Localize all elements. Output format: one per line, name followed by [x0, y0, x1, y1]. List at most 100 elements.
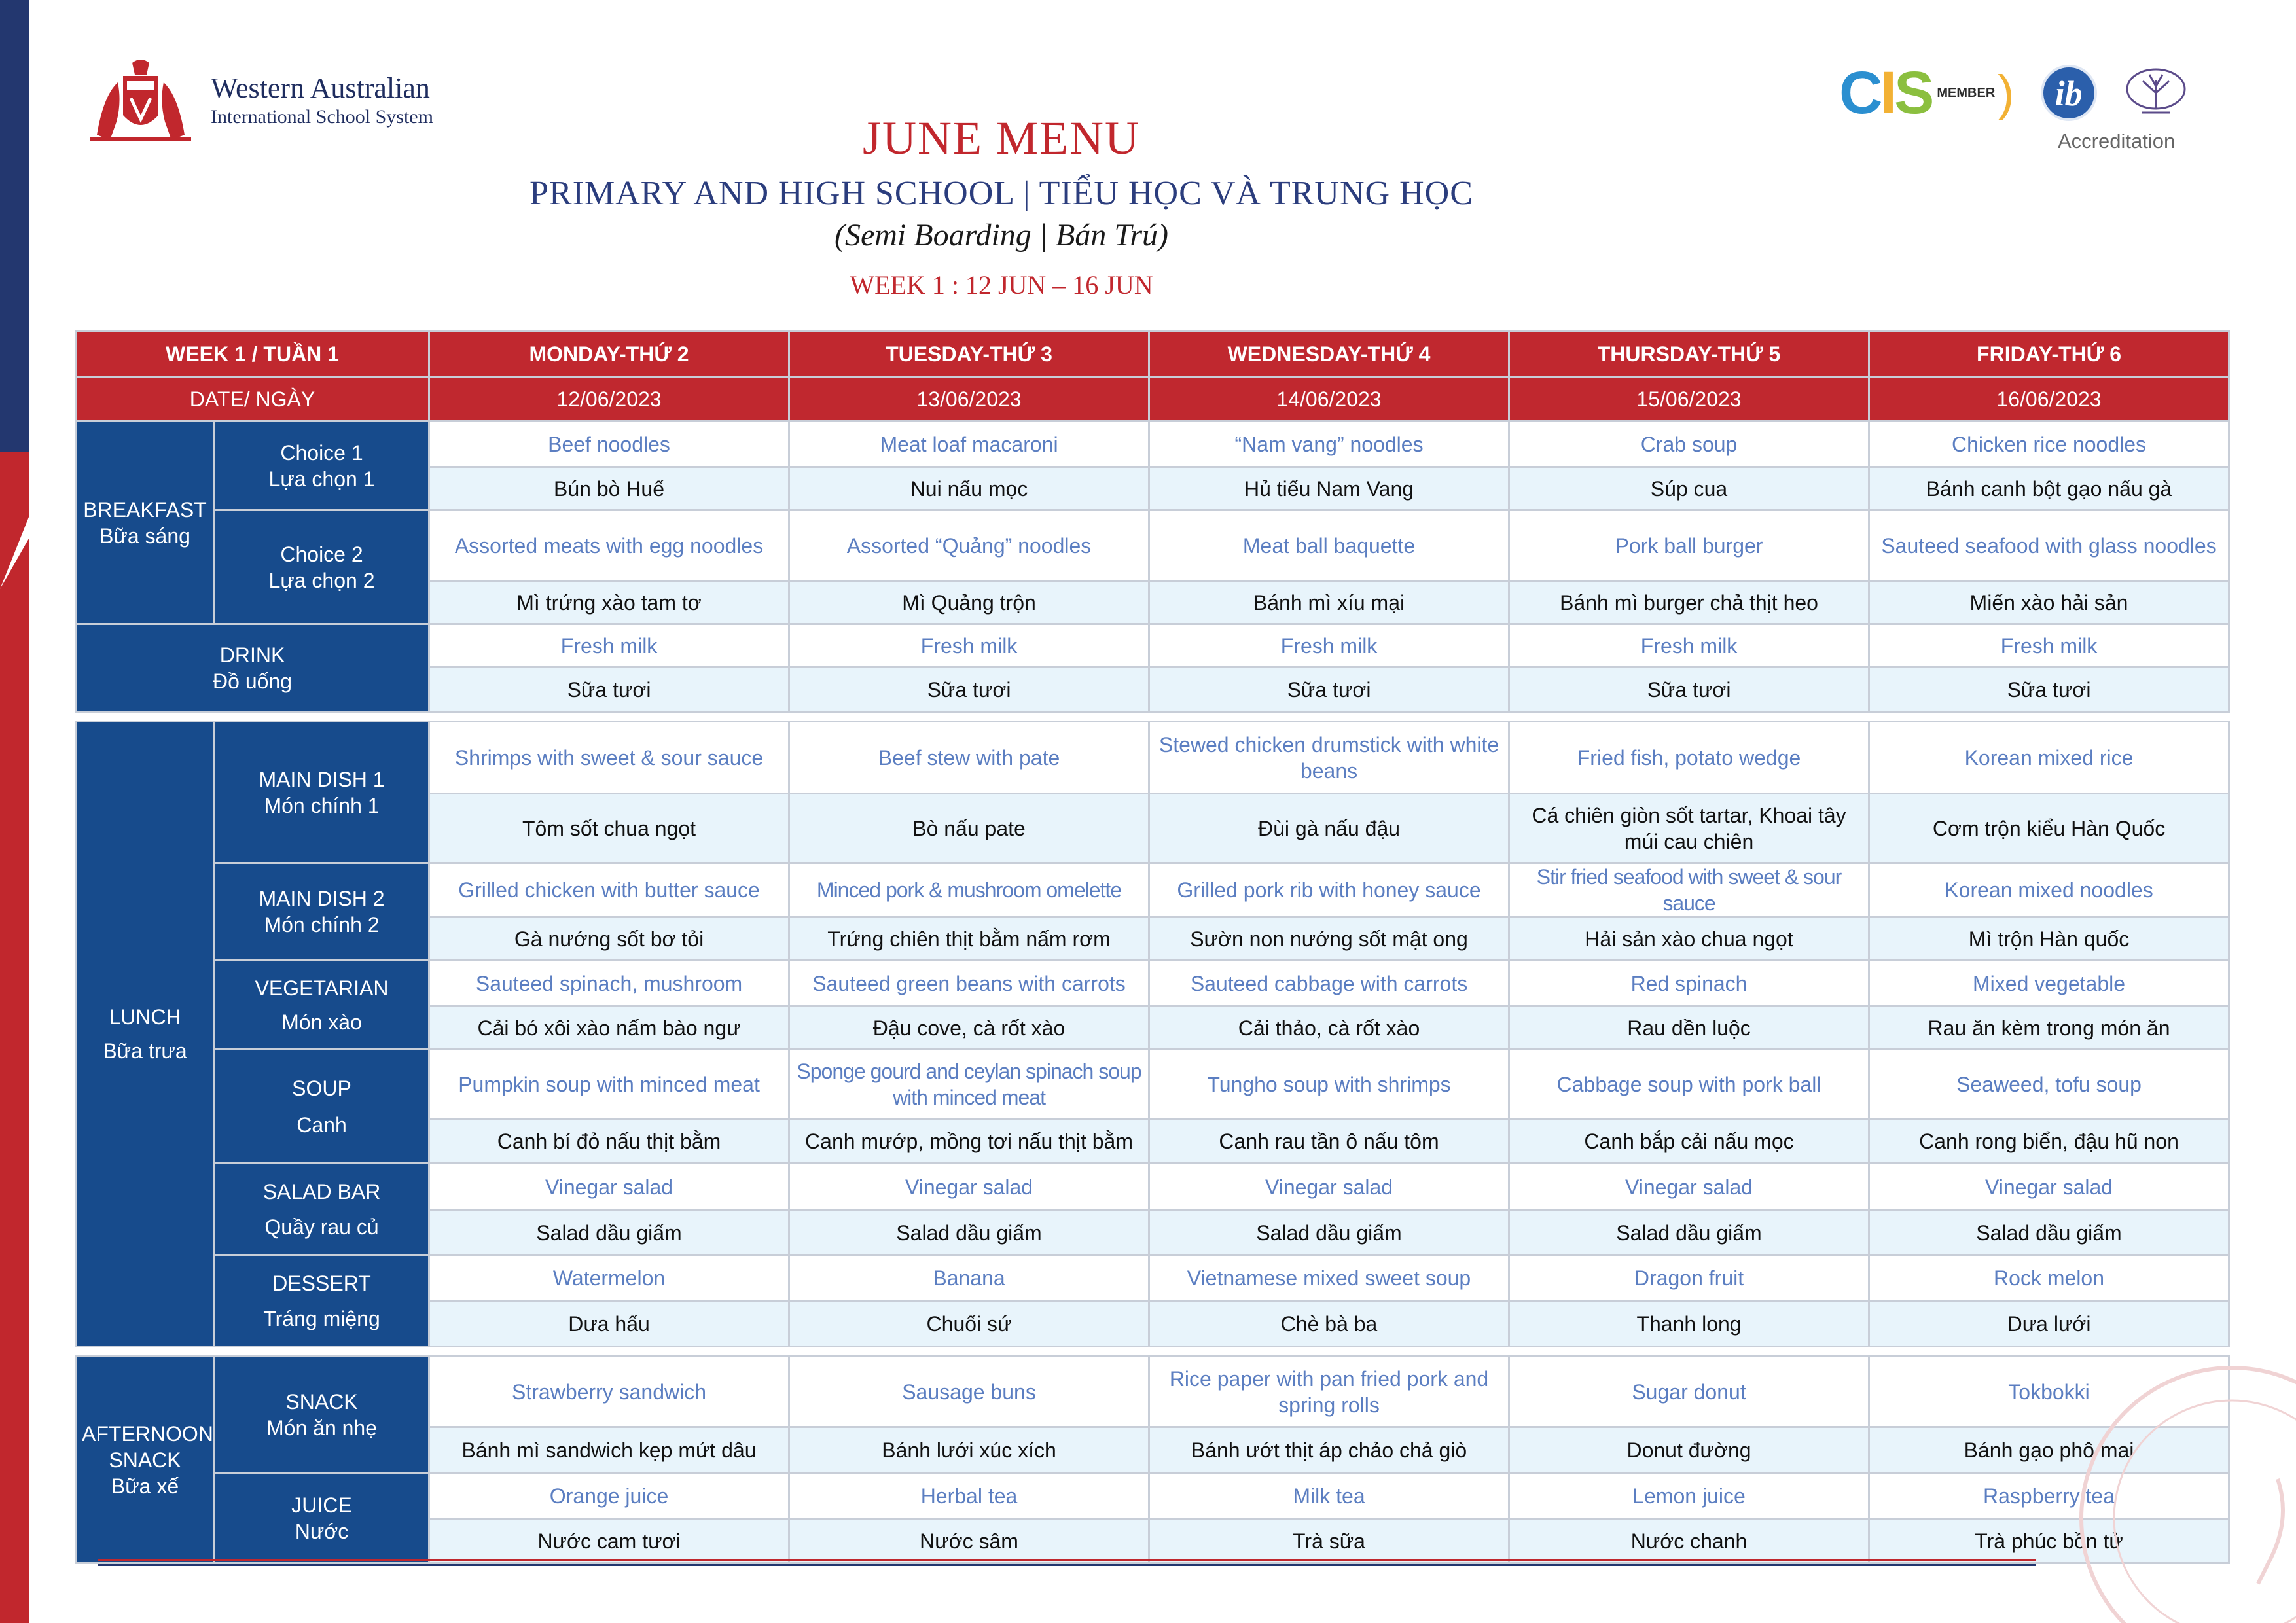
menu-item-en: Red spinach — [1508, 959, 1871, 1007]
menu-item-en: Herbal tea — [788, 1472, 1151, 1520]
school-name-line1: Western Australian — [211, 72, 430, 104]
menu-item-vn: Trà phúc bồn tử — [1868, 1518, 2231, 1564]
menu-item-vn: Bánh mì burger chả thịt heo — [1508, 580, 1871, 625]
menu-item-en: Stir fried seafood with sweet & sour sau… — [1508, 862, 1871, 918]
menu-item-en: Sauteed cabbage with carrots — [1148, 959, 1511, 1007]
menu-item-en: Vinegar salad — [1868, 1162, 2231, 1211]
menu-item-vn: Nước chanh — [1508, 1518, 1871, 1564]
menu-item-en: Shrimps with sweet & sour sauce — [428, 721, 791, 794]
table-row: Bánh mì sandwich kẹp mứt dâu Bánh lưới x… — [76, 1426, 2231, 1474]
menu-item-en: Assorted “Quảng” noodles — [788, 509, 1151, 582]
menu-item-vn: Canh bắp cải nấu mọc — [1508, 1118, 1871, 1164]
table-row: Cải bó xôi xào nấm bào ngư Đậu cove, cà … — [76, 1005, 2231, 1050]
row-label-salad-bar: SALAD BAR Quầy rau củ — [213, 1162, 431, 1256]
menu-item-en: Dragon fruit — [1508, 1254, 1871, 1302]
table-row: SOUP Canh Pumpkin soup with minced meat S… — [76, 1048, 2231, 1164]
table-row: Gà nướng sốt bơ tỏi Trứng chiên thịt bằm… — [76, 916, 2231, 961]
week-header: WEEK 1 / TUẦN 1 — [74, 330, 431, 378]
menu-item-vn: Bánh canh bột gạo nấu gà — [1868, 466, 2231, 511]
date-cell: 12/06/2023 — [428, 376, 791, 422]
menu-item-en: Banana — [788, 1254, 1151, 1302]
table-header-row: WEEK 1 / TUẦN 1 MONDAY-THỨ 2 TUESDAY-THỨ… — [74, 330, 2231, 378]
menu-item-vn: Bún bò Huế — [428, 466, 791, 511]
menu-item-vn: Donut đường — [1508, 1426, 1871, 1474]
menu-item-vn: Sữa tươi — [1868, 666, 2231, 713]
menu-item-vn: Cá chiên giòn sốt tartar, Khoai tây múi … — [1508, 793, 1871, 864]
menu-item-vn: Salad dầu giấm — [788, 1209, 1151, 1256]
menu-item-vn: Sữa tươi — [788, 666, 1151, 713]
category-lunch: LUNCH Bữa trưa — [75, 721, 215, 1347]
menu-item-en: Mixed vegetable — [1868, 959, 2231, 1007]
menu-item-en: Tokbokki — [1868, 1355, 2231, 1428]
table-row: DESSERT Tráng miệng Watermelon Banana Vie… — [76, 1254, 2231, 1347]
table-row: MAIN DISH 2 Món chính 2 Grilled chicken w… — [76, 862, 2231, 961]
page-subtitle: PRIMARY AND HIGH SCHOOL | TIỂU HỌC VÀ TR… — [529, 175, 1473, 212]
menu-item-en: Pumpkin soup with minced meat — [428, 1048, 791, 1120]
table-spacer — [75, 1346, 2229, 1357]
menu-item-en: Pork ball burger — [1508, 509, 1871, 582]
menu-item-en: Fresh milk — [1868, 623, 2231, 668]
menu-item-en: Fresh milk — [428, 623, 791, 668]
table-row: Mì trứng xào tam tơ Mì Quảng trộn Bánh m… — [76, 580, 2231, 625]
menu-item-vn: Hải sản xào chua ngọt — [1508, 916, 1871, 961]
school-logo: Western Australian International School … — [84, 56, 433, 144]
row-label-soup: SOUP Canh — [213, 1048, 431, 1164]
menu-item-vn: Sườn non nướng sốt mật ong — [1148, 916, 1511, 961]
menu-item-en: Cabbage soup with pork ball — [1508, 1048, 1871, 1120]
day-header: TUESDAY-THỨ 3 — [788, 330, 1151, 378]
menu-item-en: Vietnamese mixed sweet soup — [1148, 1254, 1511, 1302]
menu-item-vn: Bánh mì xíu mại — [1148, 580, 1511, 625]
menu-item-en: Assorted meats with egg noodles — [428, 509, 791, 582]
menu-item-en: Strawberry sandwich — [428, 1355, 791, 1428]
menu-item-vn: Súp cua — [1508, 466, 1871, 511]
menu-item-en: Lemon juice — [1508, 1472, 1871, 1520]
menu-item-vn: Nước sâm — [788, 1518, 1151, 1564]
date-cell: 14/06/2023 — [1148, 376, 1511, 422]
menu-item-en: Grilled pork rib with honey sauce — [1148, 862, 1511, 918]
row-label-vegetarian: VEGETARIAN Món xào — [213, 959, 431, 1050]
menu-item-en: Rice paper with pan fried pork and sprin… — [1148, 1355, 1511, 1428]
table-row: AFTERNOON SNACK Bữa xế SNACK Món ăn nhẹ St… — [75, 1355, 2231, 1564]
table-row: Tôm sốt chua ngọt Bò nấu pate Đùi gà nấu… — [76, 793, 2231, 864]
table-row: Sữa tươi Sữa tươi Sữa tươi Sữa tươi Sữa … — [76, 666, 2231, 713]
table-spacer — [75, 711, 2229, 722]
menu-item-vn: Bánh mì sandwich kẹp mứt dâu — [428, 1426, 791, 1474]
menu-item-en: Vinegar salad — [1508, 1162, 1871, 1211]
menu-item-vn: Bò nấu pate — [788, 793, 1151, 864]
category-drink: DRINK Đồ uống — [74, 623, 431, 713]
menu-item-vn: Đùi gà nấu đậu — [1148, 793, 1511, 864]
menu-item-en: Sugar donut — [1508, 1355, 1871, 1428]
table-row: BREAKFAST Bữa sáng Choice 1 Lựa chọn 1 Bee… — [75, 420, 2231, 625]
menu-item-vn: Canh rau tần ô nấu tôm — [1148, 1118, 1511, 1164]
menu-item-vn: Salad dầu giấm — [428, 1209, 791, 1256]
menu-item-en: Grilled chicken with butter sauce — [428, 862, 791, 918]
menu-item-en: Minced pork & mushroom omelette — [788, 862, 1151, 918]
menu-item-en: Sponge gourd and ceylan spinach soup wit… — [788, 1048, 1151, 1120]
table-row: Choice 2 Lựa chọn 2 Assorted meats with e… — [76, 509, 2231, 625]
table-row: JUICE Nước Orange juice Herbal tea Milk t… — [76, 1472, 2231, 1564]
accreditation-block: CIS MEMBER ) ib Accreditation — [1839, 63, 2206, 181]
menu-item-vn: Rau ăn kèm trong món ăn — [1868, 1005, 2231, 1050]
menu-item-vn: Bánh gạo phô mai — [1868, 1426, 2231, 1474]
table-row: Dưa hấu Chuối sứ Chè bà ba Thanh long Dư… — [76, 1300, 2231, 1347]
menu-item-vn: Hủ tiếu Nam Vang — [1148, 466, 1511, 511]
row-label-juice: JUICE Nước — [213, 1472, 431, 1564]
table-row: SALAD BAR Quầy rau củ Vinegar salad Vineg… — [76, 1162, 2231, 1256]
menu-item-vn: Đậu cove, cà rốt xào — [788, 1005, 1151, 1050]
menu-item-vn: Canh mướp, mồng tơi nấu thịt bằm — [788, 1118, 1151, 1164]
menu-item-en: Fresh milk — [788, 623, 1151, 668]
date-cell: 16/06/2023 — [1868, 376, 2231, 422]
page-subtitle-boarding: (Semi Boarding | Bán Trú) — [834, 218, 1169, 253]
menu-item-en: Meat loaf macaroni — [788, 420, 1151, 468]
table-row: Canh bí đỏ nấu thịt bằm Canh mướp, mồng … — [76, 1118, 2231, 1164]
menu-item-vn: Chè bà ba — [1148, 1300, 1511, 1347]
menu-item-en: Fresh milk — [1508, 623, 1871, 668]
category-afternoon-snack: AFTERNOON SNACK Bữa xế — [75, 1355, 215, 1564]
menu-item-vn: Thanh long — [1508, 1300, 1871, 1347]
menu-item-en: Orange juice — [428, 1472, 791, 1520]
cis-member-label: MEMBER — [1937, 85, 1996, 100]
category-breakfast: BREAKFAST Bữa sáng — [75, 420, 215, 625]
cis-logo-icon: CIS — [1839, 60, 1934, 126]
menu-item-en: Rock melon — [1868, 1254, 2231, 1302]
ib-logo-icon: ib — [2040, 65, 2097, 121]
